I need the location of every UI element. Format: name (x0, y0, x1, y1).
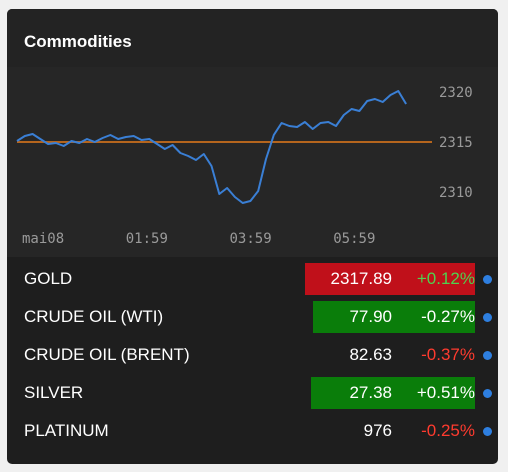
commodity-change: +0.51% (416, 383, 475, 402)
price-chart[interactable]: 2320 2315 2310 mai08 01:59 03:59 05:59 (7, 67, 498, 257)
commodity-row-platinum[interactable]: PLATINUM 976 -0.25% (7, 412, 498, 450)
chart-svg[interactable]: 2320 2315 2310 mai08 01:59 03:59 05:59 (7, 67, 498, 257)
price-highlight (311, 377, 475, 409)
status-dot-icon (483, 313, 492, 322)
x-tick-label: mai08 (22, 231, 64, 247)
commodity-name: CRUDE OIL (BRENT) (24, 345, 190, 364)
commodity-price: 2317.89 (330, 269, 392, 288)
commodity-name: PLATINUM (24, 421, 109, 440)
commodity-row-gold[interactable]: GOLD 2317.89 +0.12% (7, 260, 498, 298)
commodity-change: +0.12% (416, 269, 475, 288)
commodity-name: CRUDE OIL (WTI) (24, 307, 164, 326)
commodity-name: SILVER (24, 383, 84, 402)
y-tick-label: 2310 (439, 185, 473, 201)
y-tick-label: 2320 (439, 85, 473, 101)
price-highlight (305, 263, 475, 295)
commodity-price: 82.63 (349, 345, 392, 364)
commodities-widget: Commodities 2320 2315 2310 mai08 01:59 03:59 0… (7, 9, 498, 464)
status-dot-icon (483, 275, 492, 284)
commodity-price: 77.90 (349, 307, 392, 326)
x-tick-label: 05:59 (333, 231, 375, 247)
commodity-row-crude-oil-brent[interactable]: CRUDE OIL (BRENT) 82.63 -0.37% (7, 336, 498, 374)
status-dot-icon (483, 389, 492, 398)
price-highlight (313, 301, 475, 333)
commodity-row-silver[interactable]: SILVER 27.38 +0.51% (7, 374, 498, 412)
status-dot-icon (483, 351, 492, 360)
price-line (16, 90, 407, 204)
x-tick-label: 01:59 (126, 231, 168, 247)
widget-header: Commodities (7, 9, 498, 67)
status-dot-icon (483, 427, 492, 436)
y-tick-label: 2315 (439, 135, 473, 151)
commodity-price: 27.38 (349, 383, 392, 402)
commodity-change: -0.27% (421, 307, 475, 326)
commodity-price: 976 (363, 421, 392, 440)
commodity-name: GOLD (24, 269, 73, 288)
commodity-change: -0.25% (421, 421, 475, 440)
x-tick-label: 03:59 (230, 231, 272, 247)
widget-title: Commodities (24, 32, 132, 51)
commodity-row-crude-oil-wti[interactable]: CRUDE OIL (WTI) 77.90 -0.27% (7, 298, 498, 336)
commodity-change: -0.37% (421, 345, 475, 364)
